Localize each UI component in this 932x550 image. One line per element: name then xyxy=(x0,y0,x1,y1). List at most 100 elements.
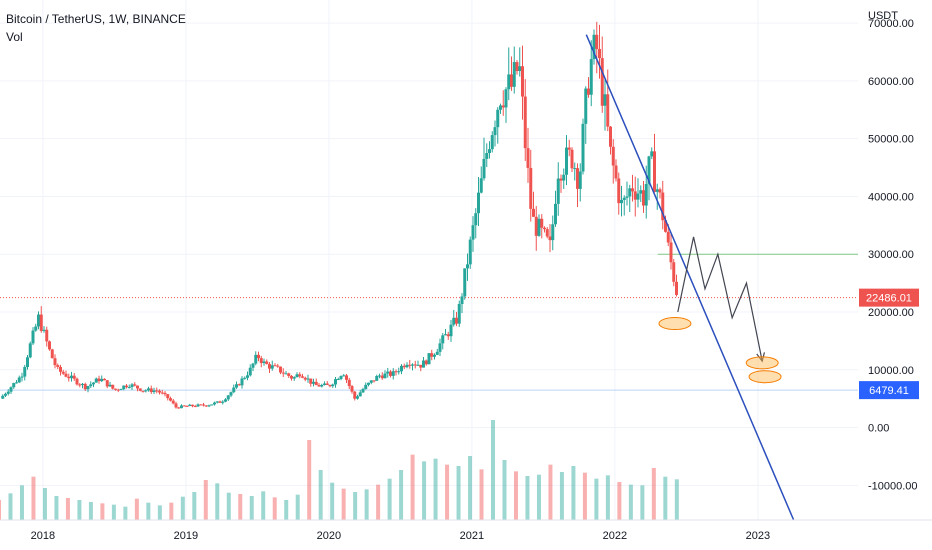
candle-body xyxy=(191,404,194,407)
candle-body xyxy=(540,218,544,228)
volume-bar xyxy=(663,476,668,520)
candle-body xyxy=(603,94,607,106)
candle-body xyxy=(521,66,524,97)
candle-body xyxy=(463,268,467,297)
candle-body xyxy=(180,405,183,409)
target-ellipse[interactable] xyxy=(745,356,779,370)
x-tick-label: 2018 xyxy=(31,530,55,542)
candle-body xyxy=(589,59,593,95)
volume-bar xyxy=(100,503,105,520)
candle-body xyxy=(559,178,563,181)
volume-bar xyxy=(559,472,564,520)
candle-body xyxy=(125,385,128,388)
candle-body xyxy=(325,383,329,385)
candle-body xyxy=(26,357,29,368)
volume-bar xyxy=(272,497,277,520)
candle-body xyxy=(490,135,494,150)
drawings[interactable] xyxy=(585,34,795,521)
volume-bar xyxy=(88,502,93,520)
candle-body xyxy=(284,373,288,375)
volume-bar xyxy=(640,485,645,520)
volume-bar xyxy=(65,498,70,520)
volume-bar xyxy=(674,479,679,520)
candle-body xyxy=(270,365,274,369)
candle-body xyxy=(554,203,557,225)
candle-body xyxy=(400,365,403,372)
candle-body xyxy=(578,171,582,189)
x-tick-label: 2023 xyxy=(746,530,770,542)
y-tick-label: -10000.00 xyxy=(868,480,918,492)
candle-body xyxy=(617,178,621,204)
candle-body xyxy=(221,401,225,403)
x-tick-label: 2019 xyxy=(174,530,198,542)
candle-body xyxy=(334,379,337,385)
volume-bar xyxy=(284,500,289,520)
candle-body xyxy=(372,380,376,382)
candle-body xyxy=(39,314,43,331)
candle-body xyxy=(141,390,145,392)
candle-body xyxy=(669,242,673,263)
horizontal-levels xyxy=(0,253,858,391)
candle-body xyxy=(229,392,233,396)
candle-body xyxy=(61,371,65,374)
candle-body xyxy=(158,390,161,393)
candle-body xyxy=(444,334,447,336)
candle-body xyxy=(89,384,93,387)
candle-body xyxy=(631,188,634,192)
candle-body xyxy=(389,371,392,376)
support-price-badge xyxy=(859,381,919,400)
target-ellipse[interactable] xyxy=(658,317,692,331)
candle-body xyxy=(606,94,610,127)
candle-body xyxy=(287,373,291,377)
candle-body xyxy=(67,376,71,379)
trendline[interactable] xyxy=(585,34,795,521)
volume-bar xyxy=(226,492,231,520)
candle-body xyxy=(171,400,175,404)
candle-body xyxy=(347,379,351,387)
candle-body xyxy=(562,174,566,181)
candle-body xyxy=(237,384,241,386)
candle-body xyxy=(12,383,16,388)
candle-body xyxy=(419,364,423,368)
candle-body xyxy=(160,392,164,394)
candle-body xyxy=(361,389,365,393)
candle-body xyxy=(375,375,379,381)
candle-body xyxy=(56,365,60,367)
candle-body xyxy=(477,192,480,214)
candle-body xyxy=(455,317,458,324)
candle-body xyxy=(312,381,315,384)
candle-body xyxy=(149,388,153,393)
candle-body xyxy=(647,156,651,184)
candle-body xyxy=(405,364,409,368)
candle-body xyxy=(433,354,436,357)
candle-body xyxy=(466,264,469,269)
axes: 70000.00 60000.00 50000.00 40000.00 30000.00… xyxy=(0,18,932,542)
candle-body xyxy=(259,358,263,364)
candle-body xyxy=(94,378,98,383)
volume-bar xyxy=(249,496,254,520)
candle-body xyxy=(479,178,483,193)
projection-path[interactable] xyxy=(677,236,763,362)
candle-body xyxy=(551,224,555,241)
candle-body xyxy=(457,304,461,324)
candle-body xyxy=(202,404,205,406)
candle-body xyxy=(122,385,126,390)
volume-bar xyxy=(387,478,392,520)
candle-body xyxy=(331,384,335,387)
candle-body xyxy=(53,358,57,366)
volume-bar xyxy=(318,470,323,520)
candle-body xyxy=(226,395,230,400)
volume-bar xyxy=(468,456,473,520)
target-ellipse[interactable] xyxy=(748,370,782,384)
candle-body xyxy=(273,365,277,367)
candle-body xyxy=(449,324,453,337)
grid xyxy=(0,0,858,520)
candle-body xyxy=(70,375,73,379)
candle-body xyxy=(573,168,577,170)
candle-body xyxy=(512,62,516,87)
candle-body xyxy=(298,374,302,377)
candle-body xyxy=(339,376,343,380)
candle-body xyxy=(108,384,112,387)
candle-body xyxy=(523,96,527,149)
